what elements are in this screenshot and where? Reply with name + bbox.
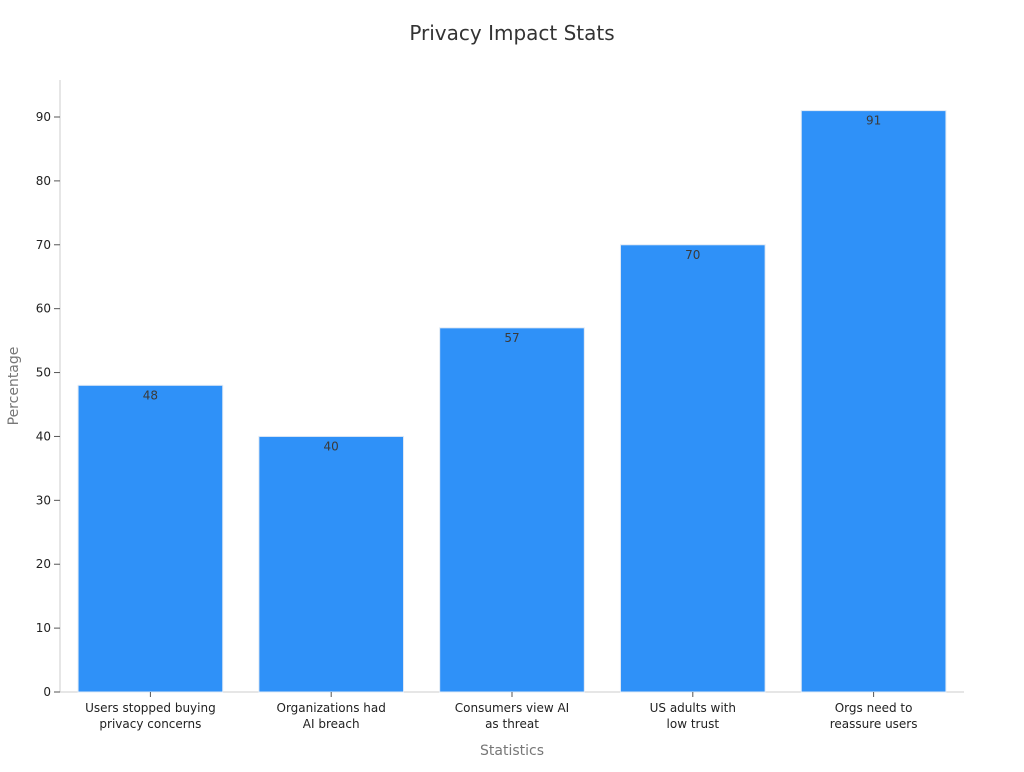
x-tick-label-line: Users stopped buying — [85, 701, 216, 715]
y-axis-title: Percentage — [6, 347, 22, 426]
chart-title: Privacy Impact Stats — [409, 21, 614, 45]
x-tick-label-line: US adults with — [650, 701, 736, 715]
y-tick-label: 10 — [36, 621, 51, 635]
bar — [619, 244, 766, 693]
x-axis-title: Statistics — [480, 743, 544, 759]
y-tick-label: 40 — [36, 429, 51, 443]
x-tick-label-line: AI breach — [303, 717, 360, 731]
y-tick-label: 90 — [36, 110, 51, 124]
y-tick-label: 80 — [36, 174, 51, 188]
x-tick-label-line: as threat — [485, 717, 539, 731]
x-tick-label-line: reassure users — [830, 717, 918, 731]
data-label: 40 — [324, 439, 339, 453]
bar — [77, 384, 224, 693]
y-tick-label: 0 — [43, 685, 51, 699]
x-tick-label-line: Orgs need to — [835, 701, 913, 715]
x-tick-label: Consumers view AI as threat — [455, 701, 569, 731]
x-tick-label: Orgs need to reassure users — [830, 701, 918, 731]
data-label: 70 — [685, 248, 700, 262]
y-tick-label: 70 — [36, 238, 51, 252]
y-tick-label: 60 — [36, 302, 51, 316]
plot-area: 0 10 20 30 40 50 60 70 80 90 48 Users stopped buyin… — [36, 80, 964, 731]
bar — [258, 435, 405, 693]
bar — [800, 110, 947, 693]
bar — [439, 327, 585, 693]
x-tick-label: Users stopped buying privacy concerns — [85, 701, 216, 731]
data-label: 48 — [143, 388, 158, 402]
x-tick-label: US adults with low trust — [650, 701, 736, 731]
y-tick-label: 20 — [36, 557, 51, 571]
x-tick-label: Organizations had AI breach — [277, 701, 386, 731]
y-tick-label: 50 — [36, 366, 51, 380]
data-label: 57 — [504, 331, 519, 345]
x-tick-label-line: privacy concerns — [99, 717, 201, 731]
x-tick-label-line: low trust — [667, 717, 720, 731]
data-label: 91 — [866, 114, 881, 128]
x-tick-label-line: Organizations had — [277, 701, 386, 715]
y-tick-label: 30 — [36, 493, 51, 507]
x-tick-label-line: Consumers view AI — [455, 701, 569, 715]
